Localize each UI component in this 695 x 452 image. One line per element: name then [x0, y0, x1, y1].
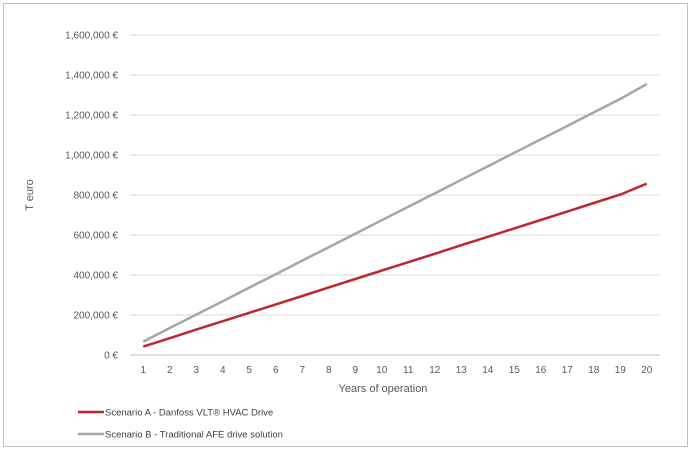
y-tick-label: 0 €: [104, 351, 118, 362]
x-tick-label: 19: [615, 365, 627, 376]
x-tick-label: 6: [273, 365, 279, 376]
x-tick-labels: 1 2 3 4 5 6 7 8 9 10 11 12 13 14 15 16 17 18 19 20: [140, 365, 652, 376]
x-tick-label: 20: [641, 365, 653, 376]
y-tick-labels: 0 € 200,000 € 400,000 € 600,000 € 800,000 € 1…: [65, 31, 118, 362]
x-tick-label: 5: [246, 365, 252, 376]
x-tick-label: 8: [326, 365, 332, 376]
x-tick-label: 17: [562, 365, 574, 376]
x-tick-label: 13: [456, 365, 468, 376]
x-tick-label: 18: [588, 365, 600, 376]
chart-frame: [3, 3, 688, 447]
y-tick-label: 1,200,000 €: [65, 111, 118, 122]
y-tick-label: 1,400,000 €: [65, 71, 118, 82]
y-tick-label: 200,000 €: [74, 311, 119, 322]
x-tick-label: 1: [140, 365, 146, 376]
x-tick-label: 9: [352, 365, 358, 376]
x-tick-label: 12: [429, 365, 441, 376]
legend-label: Scenario A - Danfoss VLT® HVAC Drive: [105, 408, 273, 419]
series-lines: [142, 82, 648, 348]
x-tick-label: 2: [167, 365, 173, 376]
legend: Scenario A - Danfoss VLT® HVAC Drive Scen…: [78, 408, 283, 441]
x-tick-label: 16: [535, 365, 547, 376]
gridlines: [130, 34, 660, 356]
y-tick-label: 600,000 €: [74, 231, 119, 242]
series-line-scenario-b: [142, 82, 648, 343]
x-tick-label: 15: [509, 365, 521, 376]
x-axis-title: Years of operation: [339, 383, 428, 395]
y-tick-label: 800,000 €: [74, 191, 119, 202]
x-tick-label: 14: [482, 365, 494, 376]
y-tick-label: 1,000,000 €: [65, 151, 118, 162]
x-tick-label: 11: [403, 365, 414, 376]
x-tick-label: 10: [376, 365, 388, 376]
x-tick-label: 3: [193, 365, 199, 376]
y-tick-label: 400,000 €: [74, 271, 119, 282]
series-line-scenario-a: [142, 182, 648, 348]
x-tick-label: 4: [220, 365, 226, 376]
y-tick-label: 1,600,000 €: [65, 31, 118, 42]
y-axis-title: T euro: [24, 179, 36, 211]
legend-label: Scenario B - Traditional AFE drive solut…: [105, 430, 283, 441]
x-tick-label: 7: [299, 365, 305, 376]
